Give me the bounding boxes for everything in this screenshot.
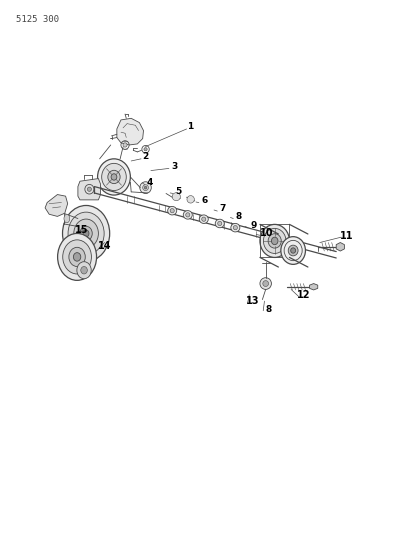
Ellipse shape bbox=[215, 219, 224, 228]
Text: 5125 300: 5125 300 bbox=[16, 15, 58, 25]
Text: 3: 3 bbox=[171, 162, 177, 171]
Ellipse shape bbox=[144, 148, 147, 151]
Ellipse shape bbox=[187, 196, 194, 203]
Ellipse shape bbox=[230, 223, 239, 232]
Ellipse shape bbox=[199, 215, 208, 223]
Ellipse shape bbox=[280, 237, 305, 264]
Ellipse shape bbox=[80, 226, 92, 241]
Text: 1: 1 bbox=[187, 123, 193, 131]
Text: 8: 8 bbox=[265, 305, 271, 313]
Ellipse shape bbox=[233, 225, 237, 230]
Text: 6: 6 bbox=[200, 196, 207, 205]
Text: 13: 13 bbox=[246, 296, 259, 306]
Ellipse shape bbox=[57, 233, 97, 280]
Polygon shape bbox=[78, 179, 100, 200]
Ellipse shape bbox=[77, 262, 91, 279]
Ellipse shape bbox=[101, 163, 126, 190]
Ellipse shape bbox=[139, 182, 151, 193]
Ellipse shape bbox=[97, 159, 130, 195]
Ellipse shape bbox=[262, 280, 268, 287]
Text: 7: 7 bbox=[219, 205, 225, 213]
Ellipse shape bbox=[74, 219, 98, 248]
Text: 10: 10 bbox=[259, 229, 272, 238]
Polygon shape bbox=[309, 284, 317, 290]
Ellipse shape bbox=[144, 187, 146, 189]
Ellipse shape bbox=[83, 230, 89, 237]
Ellipse shape bbox=[288, 245, 297, 256]
Ellipse shape bbox=[263, 228, 285, 254]
Ellipse shape bbox=[108, 170, 120, 183]
Ellipse shape bbox=[63, 240, 91, 274]
Text: 9: 9 bbox=[249, 221, 256, 230]
Ellipse shape bbox=[68, 212, 104, 255]
Ellipse shape bbox=[123, 143, 127, 147]
Polygon shape bbox=[117, 118, 143, 145]
Ellipse shape bbox=[87, 187, 91, 191]
Ellipse shape bbox=[73, 253, 81, 261]
Text: 12: 12 bbox=[296, 290, 309, 300]
Ellipse shape bbox=[183, 211, 192, 219]
Ellipse shape bbox=[185, 213, 189, 217]
Ellipse shape bbox=[271, 237, 277, 245]
Ellipse shape bbox=[267, 233, 281, 248]
Text: 2: 2 bbox=[142, 152, 148, 161]
Text: 8: 8 bbox=[235, 212, 241, 221]
Ellipse shape bbox=[69, 247, 85, 266]
Ellipse shape bbox=[64, 214, 70, 223]
Ellipse shape bbox=[259, 278, 271, 289]
Ellipse shape bbox=[167, 206, 176, 215]
Ellipse shape bbox=[142, 184, 148, 191]
Ellipse shape bbox=[81, 266, 87, 274]
Ellipse shape bbox=[111, 174, 117, 180]
Polygon shape bbox=[45, 195, 67, 216]
Ellipse shape bbox=[172, 193, 180, 201]
Text: 14: 14 bbox=[98, 241, 111, 251]
Ellipse shape bbox=[259, 224, 289, 257]
Ellipse shape bbox=[217, 221, 221, 225]
Ellipse shape bbox=[290, 248, 295, 253]
Polygon shape bbox=[335, 243, 344, 251]
Ellipse shape bbox=[201, 217, 205, 221]
Ellipse shape bbox=[170, 208, 174, 213]
Ellipse shape bbox=[62, 205, 110, 261]
Text: 11: 11 bbox=[339, 231, 352, 240]
Text: 15: 15 bbox=[75, 225, 88, 235]
Text: 4: 4 bbox=[146, 178, 153, 187]
Text: 5: 5 bbox=[175, 187, 181, 196]
